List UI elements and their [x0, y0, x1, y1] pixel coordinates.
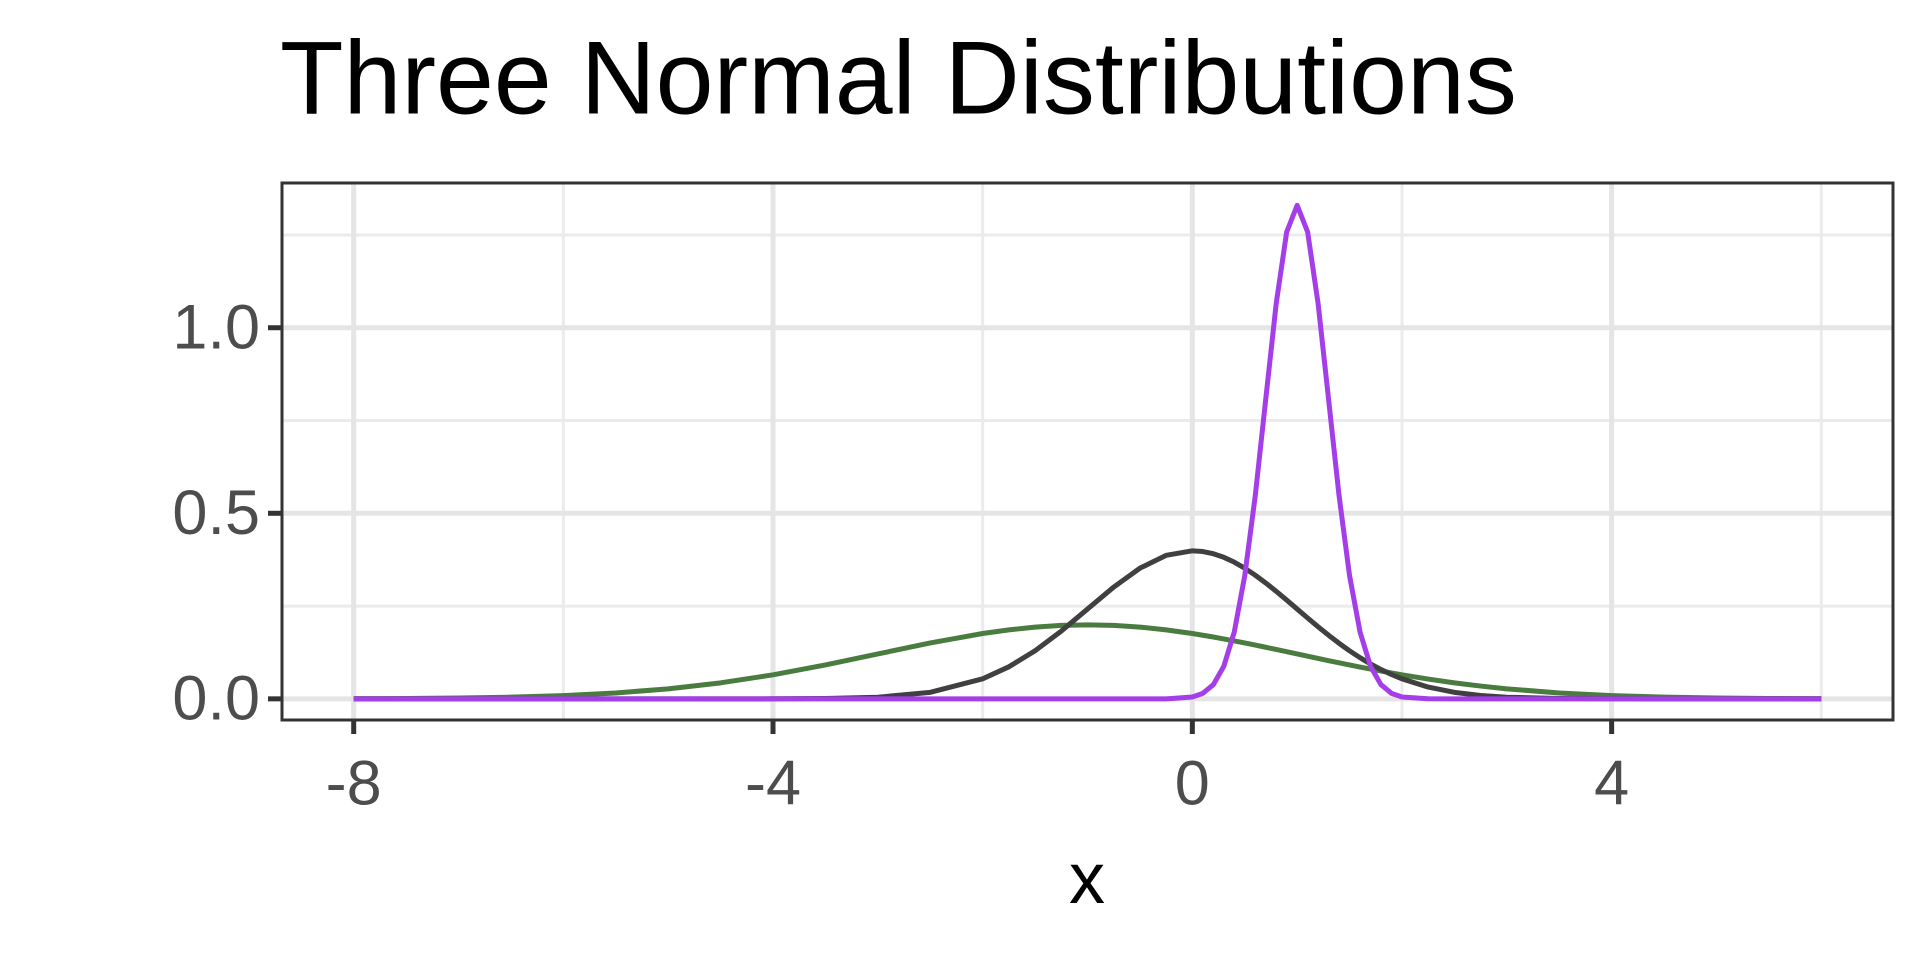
panel-border: [280, 181, 1895, 722]
y-tick-label: 0.5: [172, 478, 260, 548]
line-series: [353, 622, 1822, 702]
y-tick-label: 0.0: [172, 663, 260, 733]
x-tick-label: -8: [326, 749, 382, 819]
y-tick-label: 1.0: [172, 292, 260, 362]
x-tick-label: 0: [1175, 749, 1210, 819]
line-series: [353, 202, 1822, 702]
x-axis-label: x: [1069, 839, 1105, 919]
x-tick-label: -4: [745, 749, 801, 819]
x-tick-label: 4: [1594, 749, 1629, 819]
chart-title: Three Normal Distributions: [280, 20, 1517, 136]
